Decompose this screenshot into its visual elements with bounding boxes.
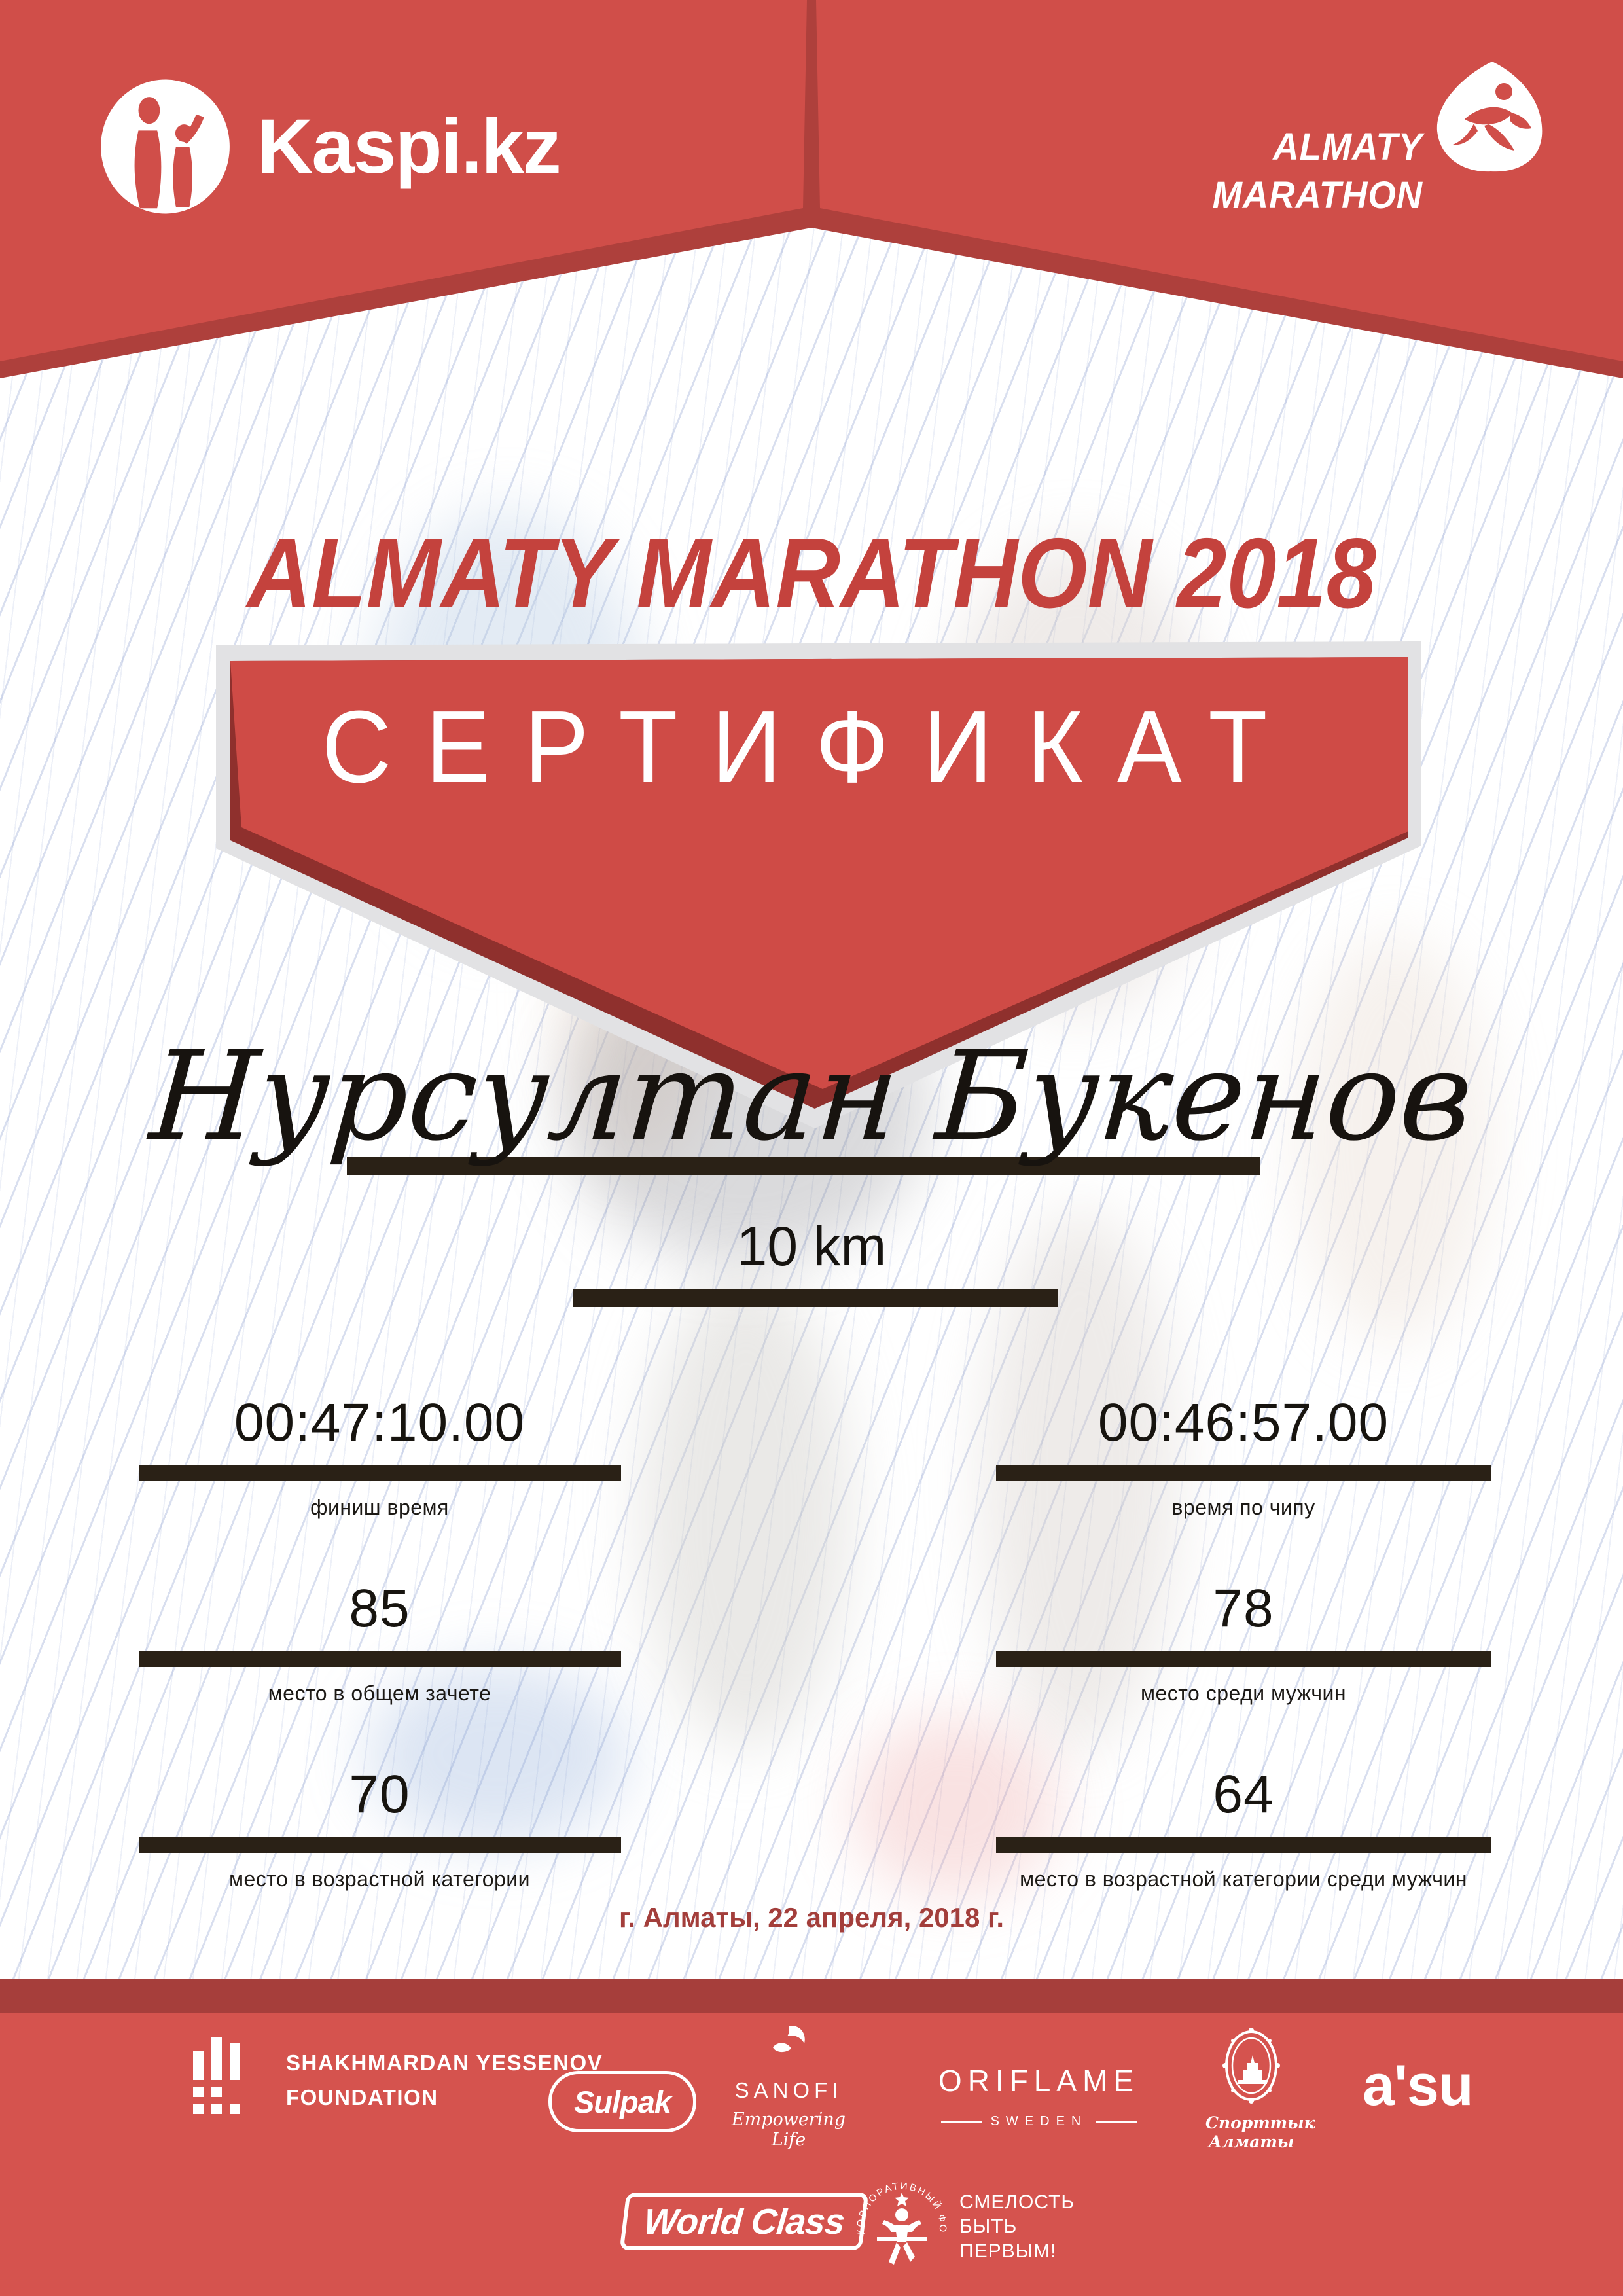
background-photo-blob	[851, 1715, 1060, 1898]
stat-finish-time: 00:47:10.00 финиш время	[98, 1393, 661, 1520]
stat-underline	[995, 1836, 1491, 1853]
background-photo-blob	[1296, 936, 1492, 1342]
stat-underline	[138, 1464, 621, 1481]
sponsor-world-class-logo: World Class	[619, 2193, 869, 2250]
stat-value: 70	[349, 1765, 410, 1824]
oriflame-logo-text: ORIFLAME	[938, 2064, 1140, 2098]
fund-slogan-line3: ПЕРВЫМ!	[959, 2240, 1057, 2262]
stat-value: 78	[1213, 1579, 1274, 1638]
sanofi-logo-text: SANOFI	[734, 2078, 843, 2102]
corporate-fund-emblem-icon: КОРПОРАТИВНЫЙ ФОНД	[849, 2174, 947, 2265]
stat-underline	[995, 1464, 1491, 1481]
sponsor-sport-almaty-logo: Спорттык Алматы	[1205, 2028, 1315, 2151]
participant-name: Нурсултан Букенов	[146, 1025, 1477, 1168]
fund-slogan-line1: СМЕЛОСТЬ	[959, 2191, 1075, 2213]
sanofi-tagline: Empowering Life	[731, 2109, 846, 2150]
oriflame-sub-row: SWEDEN	[926, 2114, 1152, 2129]
name-underline	[347, 1157, 1260, 1175]
stat-chip-time: 00:46:57.00 время по чипу	[962, 1393, 1525, 1520]
sponsor-yessenov-foundation: SHAKHMARDAN YESSENOV FOUNDATION	[193, 2037, 603, 2123]
stat-label: место в возрастной категории	[228, 1867, 531, 1891]
race-distance: 10 km	[736, 1215, 887, 1277]
stat-label: финиш время	[310, 1495, 449, 1519]
stat-age-category-place-men: 64 место в возрастной категории среди му…	[962, 1765, 1525, 1892]
kaspi-logo-text: Kaspi.kz	[257, 103, 562, 190]
yessenov-line1: SHAKHMARDAN YESSENOV	[286, 2051, 603, 2075]
stat-value: 00:46:57.00	[1097, 1393, 1389, 1452]
certificate-heading: СЕРТИФИКАТ	[321, 690, 1302, 804]
oriflame-sweden-text: SWEDEN	[990, 2114, 1088, 2128]
yessenov-line2: FOUNDATION	[286, 2085, 438, 2109]
sport-almaty-emblem-icon	[1222, 2028, 1280, 2104]
background-photo-blob	[366, 1662, 628, 1846]
footer-red-band	[0, 2013, 1623, 2296]
sponsor-corporate-fund-logo: КОРПОРАТИВНЫЙ ФОНД СМЕЛОСТЬ БЫТЬ ПЕРВЫМ!	[849, 2174, 1075, 2279]
almaty-marathon-runner-icon	[1436, 62, 1543, 172]
yessenov-foundation-text: SHAKHMARDAN YESSENOV FOUNDATION	[286, 2052, 603, 2108]
background-photo-blob	[641, 1276, 851, 1748]
footer-dark-strip	[0, 1979, 1623, 2013]
stat-label: место в возрастной категории среди мужчи…	[1020, 1867, 1467, 1891]
almaty-marathon-logo-words: ALMATY MARATHON	[1199, 123, 1423, 220]
stat-value: 85	[349, 1579, 410, 1638]
event-title: ALMATY MARATHON 2018	[247, 518, 1376, 629]
almaty-marathon-logo-line1: ALMATY	[1273, 126, 1423, 168]
sponsor-sulpak-logo: Sulpak	[548, 2071, 696, 2132]
oriflame-dash	[940, 2121, 982, 2123]
fund-slogan-line2: БЫТЬ	[959, 2215, 1018, 2238]
stat-place-among-men: 78 место среди мужчин	[962, 1579, 1525, 1706]
almaty-marathon-logo: ALMATY MARATHON	[1199, 58, 1551, 220]
sport-almaty-line1: Спорттык	[1205, 2113, 1315, 2132]
sulpak-logo-text: Sulpak	[573, 2084, 671, 2119]
stat-label: место среди мужчин	[1140, 1681, 1347, 1705]
stat-value: 64	[1213, 1765, 1274, 1824]
sanofi-bird-icon	[773, 2026, 805, 2053]
almaty-marathon-logo-line2: MARATHON	[1212, 174, 1423, 217]
sport-almaty-line2: Алматы	[1208, 2132, 1294, 2151]
stat-age-category-place: 70 место в возрастной категории	[98, 1765, 661, 1892]
sponsor-oriflame-logo: ORIFLAME SWEDEN	[926, 2063, 1152, 2129]
stat-label: место в общем зачете	[268, 1681, 491, 1705]
distance-underline	[573, 1289, 1058, 1307]
event-date: г. Алматы, 22 апреля, 2018 г.	[619, 1902, 1004, 1933]
kaspi-logo: Kaspi.kz	[98, 77, 562, 216]
world-class-box: World Class	[619, 2193, 869, 2250]
yessenov-foundation-icon	[193, 2037, 240, 2114]
stat-value: 00:47:10.00	[234, 1393, 526, 1452]
stat-overall-place: 85 место в общем зачете	[98, 1579, 661, 1706]
oriflame-dash	[1096, 2121, 1137, 2123]
stat-underline	[995, 1650, 1491, 1667]
stat-label: время по чипу	[1171, 1495, 1315, 1519]
stat-underline	[138, 1650, 621, 1667]
world-class-text: World Class	[642, 2201, 846, 2242]
sponsor-asu-logo: a'su	[1363, 2053, 1474, 2117]
kaspi-icon	[101, 79, 230, 214]
stat-underline	[138, 1836, 621, 1853]
sponsor-sanofi-logo: SANOFI Empowering Life	[720, 2025, 857, 2150]
fund-slogan: СМЕЛОСТЬ БЫТЬ ПЕРВЫМ!	[959, 2190, 1075, 2264]
